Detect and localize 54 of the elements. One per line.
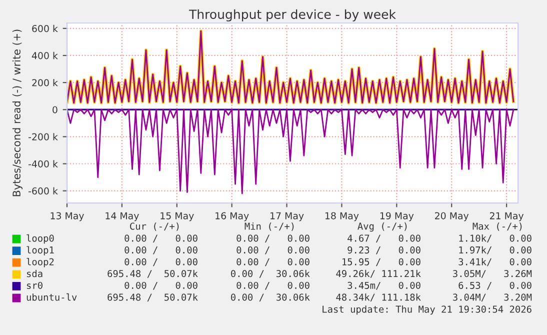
text: Max (-/+) bbox=[472, 222, 522, 231]
text: 3.05M/ 3.26M bbox=[453, 270, 532, 278]
text: 0.00 / 0.00 bbox=[236, 234, 310, 243]
x-tick-label: 17 May bbox=[270, 212, 304, 222]
x-tick-label: 19 May bbox=[380, 212, 414, 222]
text: 0.00 / 0.00 bbox=[124, 282, 198, 290]
text: 15.95 / 0.00 bbox=[342, 258, 420, 266]
text: 0.00 / 0.00 bbox=[124, 234, 198, 243]
y-tick-label: 600 k bbox=[32, 24, 58, 32]
legend-label: loop2 bbox=[26, 258, 54, 268]
text: 48.34k/ 111.18k bbox=[336, 293, 421, 302]
text: Avg (-/+) bbox=[358, 222, 407, 232]
text: 695.48 / 50.07k bbox=[108, 293, 198, 302]
text: 4.67 / 0.00 bbox=[348, 234, 420, 243]
y-tick-label: 200 k bbox=[32, 78, 58, 86]
text: 9.23 / 0.00 bbox=[348, 246, 420, 254]
text: Last update: Thu May 21 19:30:54 2026 bbox=[322, 305, 532, 315]
text: 3.04M/ 3.20M bbox=[453, 294, 532, 302]
text: 3.45m/ 0.00 bbox=[348, 282, 420, 290]
text: Min (-/+) bbox=[244, 222, 294, 231]
y-tick-label: 0 bbox=[52, 106, 58, 114]
text: 0.00 / 0.00 bbox=[236, 258, 310, 266]
chart-title: Throughput per device - by week bbox=[188, 9, 396, 22]
legend-label: loop0 bbox=[26, 234, 54, 244]
text: 0.00 / 0.00 bbox=[236, 282, 310, 290]
legend-label: loop1 bbox=[26, 246, 54, 256]
legend-label: sr0 bbox=[26, 282, 42, 289]
x-tick-label: 21 May bbox=[490, 212, 524, 222]
text: 6.53 / 0.00 bbox=[458, 282, 532, 290]
x-tick-label: 13 May bbox=[50, 212, 84, 222]
text: 1.97k/ 0.00 bbox=[459, 246, 532, 254]
line-series bbox=[67, 108, 514, 194]
y-tick-label: -400 k bbox=[28, 160, 58, 168]
text: 1.10k/ 0.00 bbox=[459, 234, 532, 243]
text: Cur (-/+) bbox=[130, 222, 179, 231]
x-tick-label: 18 May bbox=[325, 212, 359, 222]
text: 0.00 / 0.00 bbox=[124, 258, 198, 266]
x-tick-label: 15 May bbox=[160, 212, 194, 222]
text: 0.00 / 30.06k bbox=[231, 293, 310, 302]
x-tick-label: 14 May bbox=[106, 212, 139, 222]
text: 0.00 / 0.00 bbox=[236, 246, 310, 254]
y-tick-label: -200 k bbox=[28, 133, 58, 140]
text: 695.48 / 50.07k bbox=[108, 270, 198, 278]
legend-label: ubuntu-lv bbox=[26, 293, 77, 301]
y-axis-title: Bytes/second read (-) / write (+) bbox=[12, 30, 23, 196]
text: 49.26k/ 111.21k bbox=[336, 270, 421, 278]
text: 0.00 / 0.00 bbox=[124, 246, 198, 254]
x-tick-label: 16 May bbox=[216, 212, 249, 222]
y-tick-label: -600 k bbox=[28, 187, 58, 195]
text: 0.00 / 30.06k bbox=[231, 270, 310, 278]
text: 3.41k/ 0.00 bbox=[458, 258, 532, 266]
y-tick-label: 400 k bbox=[32, 52, 58, 60]
legend-label: sda bbox=[26, 270, 42, 278]
x-tick-label: 20 May bbox=[435, 212, 469, 222]
